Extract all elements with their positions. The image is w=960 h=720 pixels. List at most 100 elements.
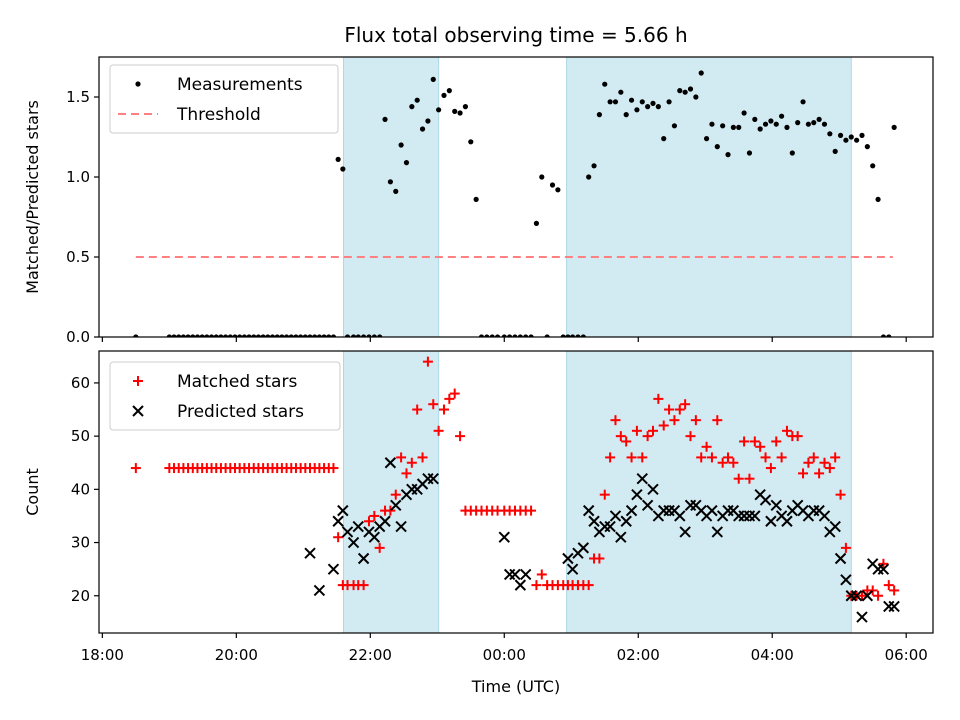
data-point-top-0-121 <box>784 124 790 130</box>
data-point-bottom-0-55 <box>428 399 439 410</box>
data-point-top-0-17 <box>241 334 247 337</box>
data-point-top-0-68 <box>501 334 507 337</box>
data-point-top-0-86 <box>596 112 603 118</box>
data-point-top-0-94 <box>639 99 645 105</box>
data-point-bottom-0-108 <box>712 415 723 426</box>
data-point-top-0-40 <box>350 334 357 337</box>
data-point-top-0-72 <box>523 334 529 337</box>
data-point-bottom-0-121 <box>781 425 792 436</box>
x-tick-label-6: 06:00 <box>885 646 928 664</box>
data-point-bottom-0-132 <box>840 542 851 553</box>
observing-window-top-1 <box>566 56 852 338</box>
data-point-top-0-77 <box>549 182 556 188</box>
data-point-bottom-0-100 <box>669 415 680 426</box>
data-point-top-0-107 <box>709 121 715 127</box>
data-point-top-0-21 <box>260 334 266 337</box>
data-point-bottom-1-31 <box>582 504 595 517</box>
data-point-top-0-14 <box>227 334 233 337</box>
data-point-top-0-124 <box>800 99 806 105</box>
data-point-bottom-1-38 <box>620 515 632 527</box>
data-point-top-0-7 <box>194 334 201 337</box>
data-point-bottom-1-82 <box>856 611 868 623</box>
data-point-bottom-0-139 <box>878 558 889 569</box>
data-point-bottom-1-55 <box>711 526 724 538</box>
series-measurements <box>133 70 897 337</box>
data-point-top-0-27 <box>288 334 294 337</box>
data-point-top-0-25 <box>279 334 285 337</box>
data-point-bottom-1-8 <box>357 552 370 565</box>
data-point-top-0-136 <box>864 144 870 150</box>
data-point-bottom-1-13 <box>384 457 397 469</box>
data-point-top-0-1 <box>166 334 172 337</box>
data-point-top-0-123 <box>795 120 801 126</box>
y-axis-label-top: Matched/Predicted stars <box>23 100 42 294</box>
legend-box-bottom <box>109 361 341 431</box>
data-point-top-0-97 <box>655 104 661 110</box>
data-point-bottom-1-15 <box>395 520 407 533</box>
data-point-bottom-0-60 <box>455 431 466 442</box>
data-point-top-0-63 <box>473 196 479 202</box>
data-point-bottom-1-86 <box>877 563 890 575</box>
data-point-bottom-1-83 <box>861 590 874 602</box>
data-point-top-0-134 <box>854 137 860 143</box>
data-point-bottom-0-115 <box>749 436 760 447</box>
data-point-bottom-0-98 <box>658 420 669 431</box>
data-point-bottom-1-25 <box>514 579 527 591</box>
data-point-bottom-0-84 <box>583 580 594 591</box>
data-point-top-0-45 <box>377 334 383 337</box>
data-point-top-0-34 <box>321 334 327 337</box>
data-point-top-0-60 <box>457 110 463 116</box>
data-point-top-0-26 <box>283 334 290 337</box>
data-point-top-0-71 <box>517 334 523 337</box>
data-point-bottom-1-54 <box>706 504 718 517</box>
data-point-bottom-0-128 <box>819 457 830 468</box>
data-point-bottom-0-75 <box>536 569 547 580</box>
legend-label-matched-stars: Matched stars <box>177 372 297 392</box>
data-point-bottom-0-125 <box>803 457 814 468</box>
data-point-bottom-0-117 <box>760 452 771 463</box>
data-point-top-0-139 <box>880 334 887 337</box>
data-point-bottom-1-12 <box>379 515 391 527</box>
data-point-bottom-1-3 <box>332 515 344 527</box>
data-point-top-0-48 <box>393 188 399 194</box>
data-point-top-0-36 <box>330 334 337 337</box>
data-point-top-0-109 <box>720 123 726 129</box>
data-point-top-0-67 <box>494 334 501 337</box>
data-point-bottom-0-0 <box>130 463 141 474</box>
legend-swatch-measurements <box>135 81 141 87</box>
data-point-top-0-15 <box>232 334 238 337</box>
data-point-bottom-1-35 <box>604 520 616 533</box>
data-point-top-0-113 <box>741 110 747 116</box>
data-point-top-0-10 <box>208 334 215 337</box>
data-point-top-0-98 <box>661 136 667 142</box>
data-point-bottom-0-141 <box>889 585 900 596</box>
data-point-top-0-53 <box>419 126 426 132</box>
data-point-bottom-1-37 <box>615 531 627 543</box>
data-point-top-0-64 <box>478 334 485 337</box>
data-point-bottom-1-41 <box>636 472 648 485</box>
data-point-bottom-0-37 <box>333 532 344 543</box>
data-point-top-0-122 <box>789 150 795 156</box>
chart-title: Flux total observing time = 5.66 h <box>344 23 687 47</box>
series-predicted-stars <box>304 457 900 623</box>
y-axis-label-bottom: Count <box>23 468 42 516</box>
data-point-top-0-6 <box>190 334 196 337</box>
data-point-bottom-0-97 <box>653 393 664 404</box>
data-point-top-0-46 <box>382 116 388 122</box>
data-point-bottom-0-95 <box>642 431 653 442</box>
data-point-bottom-0-116 <box>755 441 766 452</box>
data-point-top-0-42 <box>361 334 367 337</box>
data-point-bottom-0-129 <box>824 463 835 474</box>
data-point-bottom-0-53 <box>417 452 428 463</box>
data-point-top-0-73 <box>528 334 534 337</box>
data-point-top-0-85 <box>591 163 597 169</box>
data-point-top-0-41 <box>355 334 361 337</box>
data-point-top-0-101 <box>677 88 683 94</box>
data-point-bottom-0-138 <box>873 590 884 601</box>
data-point-bottom-1-14 <box>390 499 402 512</box>
data-point-bottom-0-105 <box>696 452 707 463</box>
data-point-top-0-11 <box>213 334 219 337</box>
y-tick-label-top-1: 0.5 <box>66 248 90 266</box>
data-point-top-0-80 <box>565 334 571 337</box>
data-point-bottom-0-51 <box>406 457 417 468</box>
